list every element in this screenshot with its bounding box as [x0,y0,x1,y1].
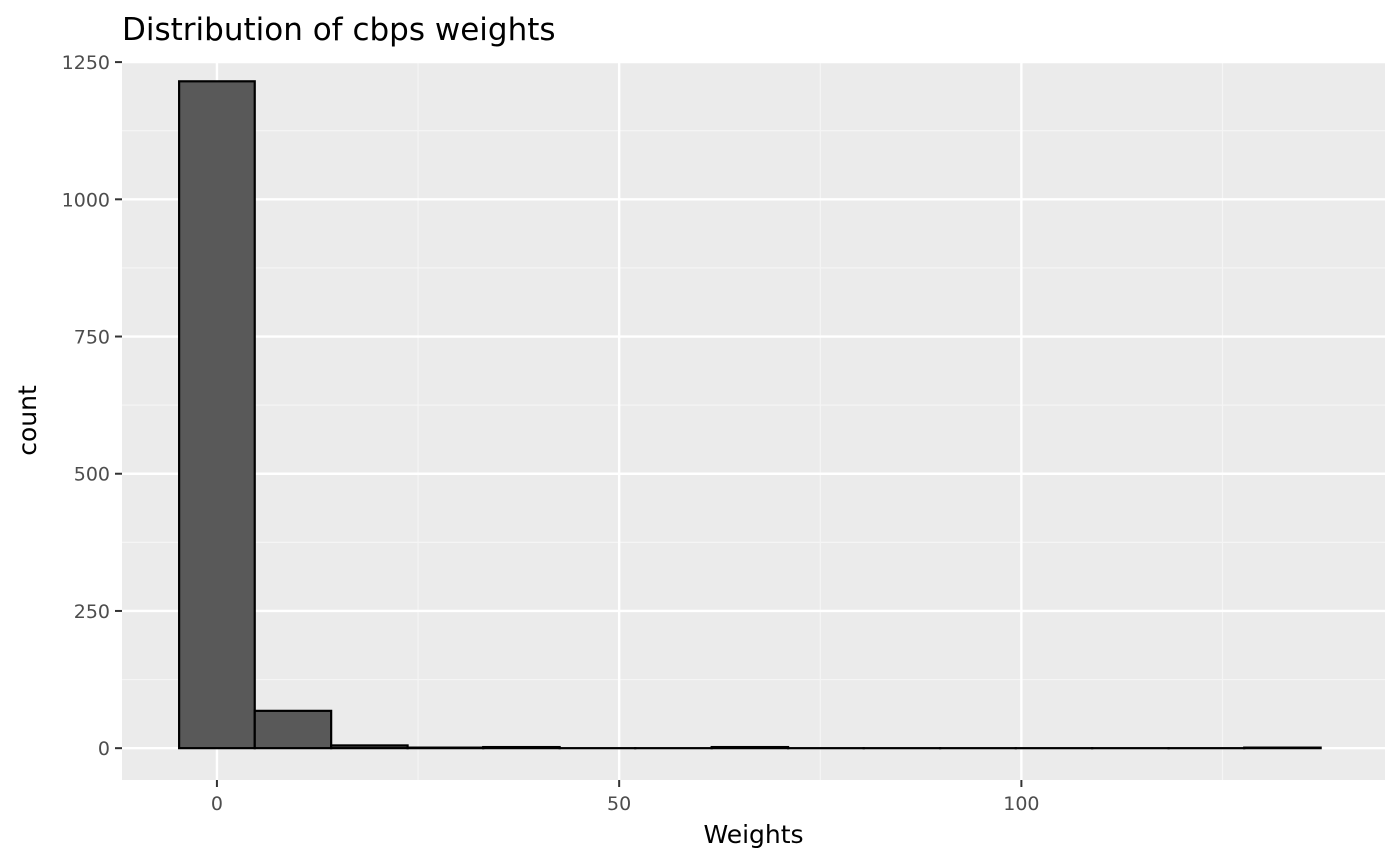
x-axis: 0 50 100 [211,780,1040,815]
y-tick-label: 1250 [62,52,110,74]
histogram-bar [1243,746,1322,750]
y-tick-label: 250 [74,601,110,623]
x-tick-label: 50 [607,793,631,815]
histogram-bars [178,80,1322,750]
histogram-bar [330,744,409,750]
y-tick-label: 0 [98,738,110,760]
y-axis: 0 250 500 750 1000 1250 [62,52,122,760]
histogram-bar [482,745,561,750]
plot-panel [122,61,1385,780]
histogram-bar [253,709,333,750]
x-tick-label: 100 [1003,793,1039,815]
chart-title: Distribution of cbps weights [122,12,556,48]
y-tick-label: 1000 [62,189,110,211]
histogram-bar [406,746,485,750]
x-tick-label: 0 [211,793,223,815]
y-axis-title: count [13,385,42,456]
histogram-bar [178,80,256,750]
x-axis-title: Weights [703,820,803,849]
histogram-bar [710,745,790,750]
minor-gridlines [122,61,1385,780]
y-tick-label: 750 [74,327,110,349]
y-tick-label: 500 [74,464,110,486]
